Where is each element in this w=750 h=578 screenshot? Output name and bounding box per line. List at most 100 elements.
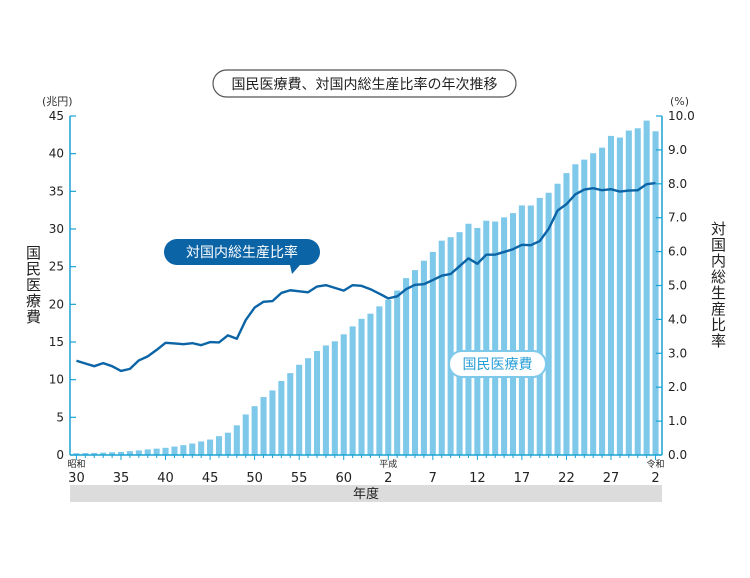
bar: [100, 452, 107, 455]
bar: [563, 173, 570, 455]
bar: [278, 381, 285, 455]
right-tick-label: 1.0: [668, 414, 687, 428]
bar: [545, 192, 552, 455]
x-tick-label: 50: [246, 471, 263, 486]
bar: [429, 251, 436, 455]
bar: [260, 397, 267, 455]
line-series-callout: 対国内総生産比率: [164, 239, 320, 274]
bar: [287, 373, 294, 455]
x-tick-label: 55: [291, 471, 308, 486]
bar: [322, 345, 329, 455]
left-tick-label: 45: [49, 109, 64, 123]
x-tick-label: 22: [558, 471, 575, 486]
bar: [153, 448, 160, 455]
x-tick-label: 40: [157, 471, 174, 486]
bar: [269, 390, 276, 455]
bar: [376, 306, 383, 455]
right-axis-unit: (%): [670, 95, 689, 108]
left-tick-label: 40: [49, 147, 64, 161]
line-path: [76, 181, 656, 373]
left-tick-label: 30: [49, 222, 64, 236]
bar: [91, 452, 98, 455]
bar-callout-bubble: [448, 350, 547, 378]
right-tick-label: 3.0: [668, 346, 687, 360]
right-tick-label: 10.0: [668, 109, 695, 123]
x-tick-label: 2: [651, 471, 659, 486]
bar: [126, 451, 133, 455]
right-tick-label: 4.0: [668, 312, 687, 326]
bar: [349, 326, 356, 455]
bar: [144, 449, 151, 455]
bar: [224, 432, 231, 455]
bar: [385, 299, 392, 455]
left-tick-label: 0: [56, 448, 64, 462]
right-tick-label: 6.0: [668, 245, 687, 259]
bar: [420, 260, 427, 455]
x-tick-label: 2: [384, 471, 392, 486]
line-series-label: 対国内総生産比率: [186, 244, 298, 261]
bar: [242, 414, 249, 455]
bar: [518, 205, 525, 455]
x-tick-label: 60: [335, 471, 352, 486]
bar: [233, 425, 240, 455]
x-tick-label: 17: [514, 471, 531, 486]
bar: [625, 130, 632, 456]
right-axis-title: 対国内総生産比率: [709, 221, 727, 349]
left-tick-label: 35: [49, 184, 64, 198]
left-axis-title: 国民医療費: [24, 245, 42, 325]
right-tick-label: 0.0: [668, 448, 687, 462]
bar: [198, 441, 205, 455]
bar: [438, 240, 445, 455]
bar: [82, 453, 89, 455]
bar: [590, 153, 597, 455]
bar: [207, 439, 214, 455]
bar: [251, 406, 258, 455]
bar: [358, 318, 365, 455]
bar: [527, 205, 534, 455]
left-tick-label: 20: [49, 297, 64, 311]
left-axis-unit: (兆円): [42, 95, 73, 108]
bar: [509, 213, 517, 455]
bar: [652, 131, 659, 456]
bar: [394, 290, 401, 455]
x-axis-title-band: [70, 485, 662, 502]
bar: [73, 453, 80, 455]
bar: [456, 232, 463, 455]
bar: [109, 452, 116, 455]
right-tick-label: 2.0: [668, 380, 687, 394]
bar: [171, 446, 178, 455]
x-axis-title: 年度: [353, 486, 379, 502]
bar: [492, 221, 499, 455]
right-tick-label: 7.0: [668, 211, 687, 225]
chart-title: 国民医療費、対国内総生産比率の年次推移: [232, 76, 498, 93]
left-tick-label: 25: [49, 260, 64, 274]
bar: [340, 334, 347, 455]
bar: [117, 451, 125, 455]
bar: [411, 270, 419, 455]
bar: [215, 436, 223, 455]
bar: [572, 164, 579, 456]
x-tick-label: 30: [68, 471, 85, 486]
bar: [581, 159, 588, 455]
bar: [331, 341, 338, 455]
left-tick-label: 15: [49, 335, 64, 349]
bar: [189, 443, 196, 455]
left-tick-label: 10: [49, 373, 64, 387]
line-callout-bubble: [164, 239, 320, 274]
right-tick-label: 5.0: [668, 279, 687, 293]
axes: 0 5 10 15 20 25 30 35 40 45 0.0 1.0 2.0 3.0 4.0 5.0 6.0 7…: [49, 109, 695, 486]
bar: [135, 450, 142, 455]
bar: [367, 313, 374, 455]
x-era-label: 令和: [647, 458, 665, 470]
bar: [305, 358, 312, 455]
x-era-label: 昭和: [67, 459, 85, 470]
bar: [162, 447, 169, 455]
bar: [313, 350, 321, 455]
bar: [483, 220, 490, 455]
bar: [447, 237, 454, 455]
bar-series-label: 国民医療費: [463, 356, 533, 373]
bar: [536, 197, 543, 455]
